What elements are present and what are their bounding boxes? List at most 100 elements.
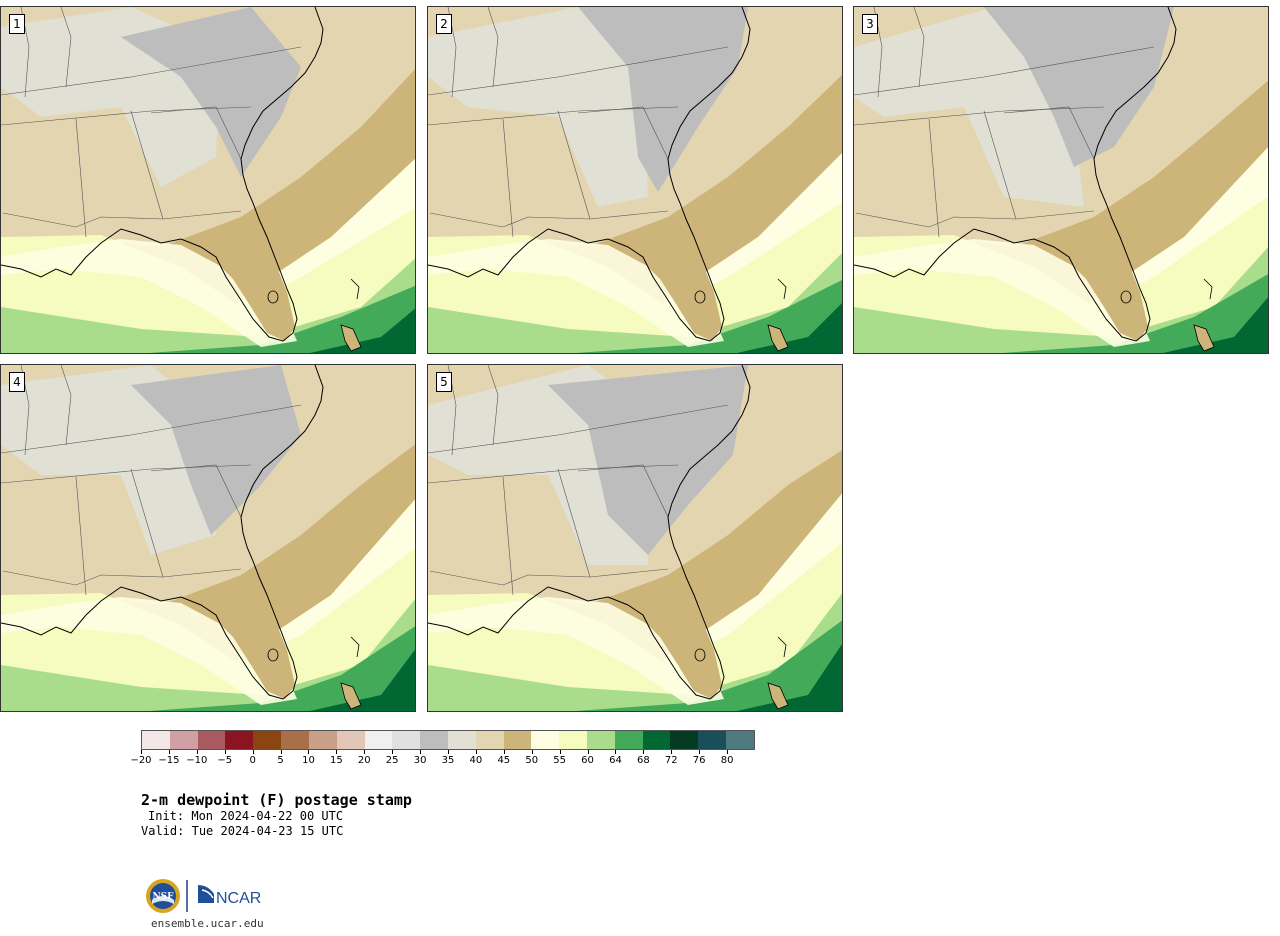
colorbar-tick-label: −5 [217, 755, 233, 766]
colorbar-segment [142, 731, 170, 749]
gray-field [578, 7, 748, 192]
state-boundary [60, 7, 72, 88]
florida-land [1059, 237, 1148, 341]
colorbar-tick [699, 750, 701, 754]
colorbar-tick [615, 750, 617, 754]
colorbar-tick [280, 750, 282, 754]
colorbar-tick [364, 750, 366, 754]
state-boundary [428, 464, 679, 484]
colorbar-tick [587, 750, 589, 754]
colorbar-segment [336, 731, 365, 749]
island-outline [767, 324, 789, 352]
dewpoint-map [1, 7, 415, 353]
colorbar-tick [252, 750, 254, 754]
logos: NSF NCAR [144, 876, 284, 936]
light-yellow-band [854, 196, 1268, 353]
colorbar-tick [196, 750, 198, 754]
colorbar-segment [559, 731, 587, 749]
panel-number-label: 5 [436, 372, 452, 392]
dewpoint-map [428, 365, 842, 711]
state-boundary [75, 476, 87, 596]
dark-green-band [736, 644, 842, 711]
florida-land [633, 237, 722, 341]
gray-field [548, 365, 748, 555]
colorbar-segment [225, 731, 254, 749]
colorbar-tick-label: 50 [525, 755, 539, 766]
colorbar-tick [448, 750, 449, 754]
chart-title: 2-m dewpoint (F) postage stamp [141, 791, 412, 809]
colorbar-tick [141, 750, 142, 754]
panel-number-label: 2 [436, 14, 452, 34]
state-boundary [854, 46, 1155, 96]
state-boundary [577, 464, 669, 518]
postage-stamp-panel-1: 1 [0, 6, 416, 354]
postage-stamp-panel-2: 2 [427, 6, 843, 354]
colorbar-segment [670, 731, 699, 749]
colorbar-tick [336, 750, 338, 754]
colorbar-tick-label: 30 [413, 755, 427, 766]
colorbar-tick [420, 750, 422, 754]
light-green-band [428, 593, 842, 711]
colorbar-tick-label: 5 [277, 755, 284, 766]
colorbar-tick-label: 64 [609, 755, 622, 766]
light-green-band [854, 247, 1268, 353]
gray-field [984, 7, 1174, 167]
colorbar-segment [587, 731, 615, 749]
colorbar-tick [224, 750, 226, 754]
state-boundary [1003, 106, 1095, 160]
dewpoint-map [854, 7, 1268, 353]
colorbar-segment [308, 731, 337, 749]
website-url: ensemble.ucar.edu [151, 917, 264, 930]
coastline [1, 7, 324, 342]
colorbar-segment [726, 731, 754, 749]
postage-stamp-panel-4: 4 [0, 364, 416, 712]
nsf-logo-icon: NSF [146, 879, 180, 913]
colorbar-tick-label: 80 [720, 755, 734, 766]
colorbar-tick-label: 45 [497, 755, 511, 766]
lake-okeechobee [694, 648, 706, 662]
state-boundary [75, 118, 87, 238]
gray-field [121, 7, 301, 177]
island-outline [350, 636, 360, 658]
island-outline [777, 278, 787, 300]
colorbar-segment [392, 731, 421, 749]
colorbar-tick-label: −10 [186, 755, 208, 766]
gulf-cream-strip [428, 239, 724, 347]
panel-number-label: 1 [9, 14, 25, 34]
postage-stamp-panel-3: 3 [853, 6, 1269, 354]
colorbar-tick [643, 750, 645, 754]
light-yellow-band [428, 542, 842, 711]
dark-green-band [1162, 297, 1268, 353]
colorbar-tick-label: 55 [553, 755, 566, 766]
dark-green-band [309, 649, 415, 711]
panel-number-label: 3 [862, 14, 878, 34]
lake-okeechobee [694, 290, 706, 304]
colorbar-tick-label: 72 [664, 755, 678, 766]
state-boundary [577, 106, 669, 160]
colorbar-ticks: −20 −15 −10 −5 0 5 10 15 20 25 30 35 40 45 50 55 60 64 68 7… [130, 750, 755, 772]
colorbar-segment [503, 731, 532, 749]
panel-number-label: 4 [9, 372, 25, 392]
state-boundary [429, 568, 669, 586]
coastline [428, 365, 751, 700]
state-boundary [130, 468, 164, 578]
state-boundary [557, 468, 591, 578]
state-boundary [983, 110, 1017, 220]
colorbar-tick [531, 750, 533, 754]
state-boundary [557, 110, 591, 220]
ncar-logo-icon: NCAR [198, 885, 261, 907]
state-boundary [1, 464, 252, 484]
colorbar-tick-label: 25 [385, 755, 399, 766]
state-boundary [1, 404, 302, 454]
valid-value: Tue 2024-04-23 15 UTC [191, 824, 344, 838]
state-boundary [428, 106, 679, 126]
colorbar-tick-label: 68 [636, 755, 650, 766]
colorbar-segment [531, 731, 560, 749]
colorbar-tick-label: 10 [302, 755, 315, 766]
light-gray-field [428, 7, 648, 207]
state-boundary [1, 46, 302, 96]
colorbar-tick-label: 60 [581, 755, 594, 766]
coastline [1, 365, 324, 700]
state-boundary [854, 106, 1105, 126]
init-label: Init: [148, 809, 185, 823]
